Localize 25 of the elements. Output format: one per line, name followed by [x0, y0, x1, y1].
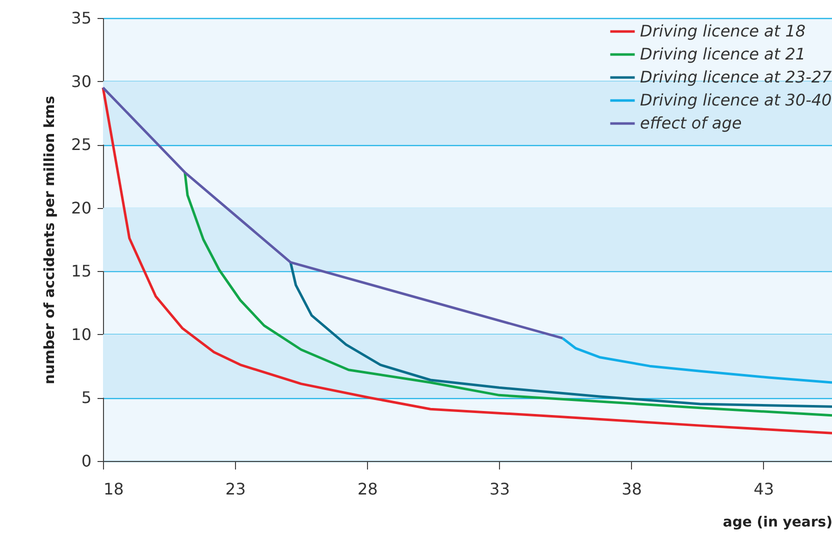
- y-tick-label: 15: [71, 262, 92, 281]
- y-tick-label: 5: [81, 388, 92, 408]
- line-series: [184, 171, 832, 417]
- y-tick-label: 0: [81, 452, 92, 470]
- y-tick-label: 25: [71, 135, 92, 154]
- legend-label: Driving licence at 21: [640, 44, 806, 64]
- x-tick-label: 23: [225, 480, 246, 498]
- y-tick-label: 35: [71, 8, 92, 28]
- y-tick-label: 20: [71, 198, 92, 218]
- legend-label: effect of age: [640, 114, 742, 132]
- line-series: [561, 336, 832, 384]
- line-series: [102, 86, 564, 340]
- legend-label: Driving licence at 30-40: [640, 90, 832, 110]
- y-axis-title: number of accidents per million kms: [42, 96, 58, 384]
- x-tick-label: 28: [357, 480, 378, 498]
- y-tick-label: 30: [71, 72, 92, 91]
- x-tick-label: 38: [622, 480, 642, 498]
- y-tick-label: 10: [71, 324, 92, 344]
- line-series: [102, 86, 832, 434]
- legend-label: Driving licence at 18: [640, 22, 806, 40]
- x-tick-label: 18: [104, 480, 124, 498]
- line-series: [289, 261, 832, 408]
- x-tick-label: 43: [754, 480, 774, 498]
- x-axis-title: age (in years): [722, 514, 832, 530]
- x-tick-label: 33: [490, 480, 510, 498]
